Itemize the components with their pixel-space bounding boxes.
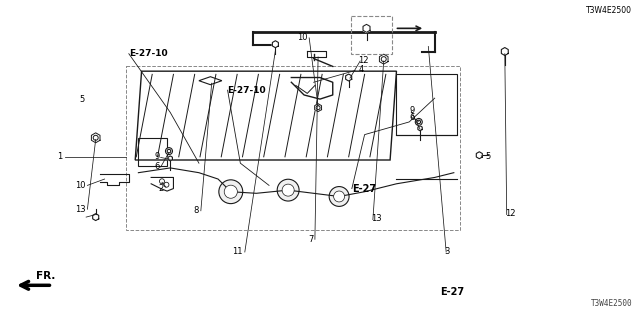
Text: 13: 13 bbox=[371, 214, 381, 223]
Text: 12: 12 bbox=[505, 209, 515, 219]
Circle shape bbox=[277, 179, 299, 201]
Text: 5: 5 bbox=[486, 152, 491, 161]
Text: T3W4E2500: T3W4E2500 bbox=[586, 6, 632, 15]
Circle shape bbox=[93, 135, 98, 140]
Text: 1: 1 bbox=[57, 152, 62, 161]
Polygon shape bbox=[93, 214, 99, 220]
Polygon shape bbox=[273, 41, 278, 48]
Polygon shape bbox=[476, 152, 483, 159]
Text: 8: 8 bbox=[193, 206, 199, 215]
Polygon shape bbox=[315, 104, 321, 112]
Polygon shape bbox=[380, 54, 388, 64]
Text: 13: 13 bbox=[75, 205, 86, 214]
Circle shape bbox=[282, 184, 294, 196]
Text: 2: 2 bbox=[159, 184, 164, 193]
Circle shape bbox=[381, 57, 386, 62]
Polygon shape bbox=[501, 48, 508, 55]
Polygon shape bbox=[168, 156, 172, 161]
Text: 6: 6 bbox=[409, 113, 415, 122]
Circle shape bbox=[159, 179, 164, 184]
Circle shape bbox=[164, 182, 169, 187]
Text: 4: 4 bbox=[358, 65, 364, 74]
Text: E-27: E-27 bbox=[440, 287, 464, 297]
Circle shape bbox=[224, 185, 237, 198]
Polygon shape bbox=[363, 24, 370, 32]
Text: 9: 9 bbox=[409, 106, 415, 115]
Bar bbox=[351, 16, 392, 54]
Circle shape bbox=[316, 106, 320, 110]
Text: FR.: FR. bbox=[36, 270, 56, 281]
Text: 10: 10 bbox=[75, 181, 86, 190]
Text: 11: 11 bbox=[232, 247, 243, 257]
Circle shape bbox=[219, 180, 243, 204]
Text: 3: 3 bbox=[444, 247, 450, 257]
Text: 12: 12 bbox=[358, 56, 369, 65]
Text: 7: 7 bbox=[308, 235, 314, 244]
Text: 9: 9 bbox=[154, 152, 159, 161]
Text: E-27-10: E-27-10 bbox=[129, 49, 168, 58]
Polygon shape bbox=[418, 126, 422, 131]
Text: E-27: E-27 bbox=[352, 184, 376, 194]
Circle shape bbox=[333, 191, 344, 202]
Circle shape bbox=[417, 120, 420, 124]
Text: T3W4E2500: T3W4E2500 bbox=[591, 299, 632, 308]
Text: E-27-10: E-27-10 bbox=[228, 86, 266, 95]
Circle shape bbox=[329, 187, 349, 206]
Text: 10: 10 bbox=[297, 33, 307, 42]
Polygon shape bbox=[92, 133, 100, 143]
Circle shape bbox=[415, 118, 422, 125]
Circle shape bbox=[166, 148, 172, 155]
Text: 6: 6 bbox=[154, 162, 159, 171]
Circle shape bbox=[167, 149, 171, 153]
Text: 5: 5 bbox=[79, 95, 84, 104]
Polygon shape bbox=[363, 24, 370, 32]
Polygon shape bbox=[346, 74, 352, 81]
